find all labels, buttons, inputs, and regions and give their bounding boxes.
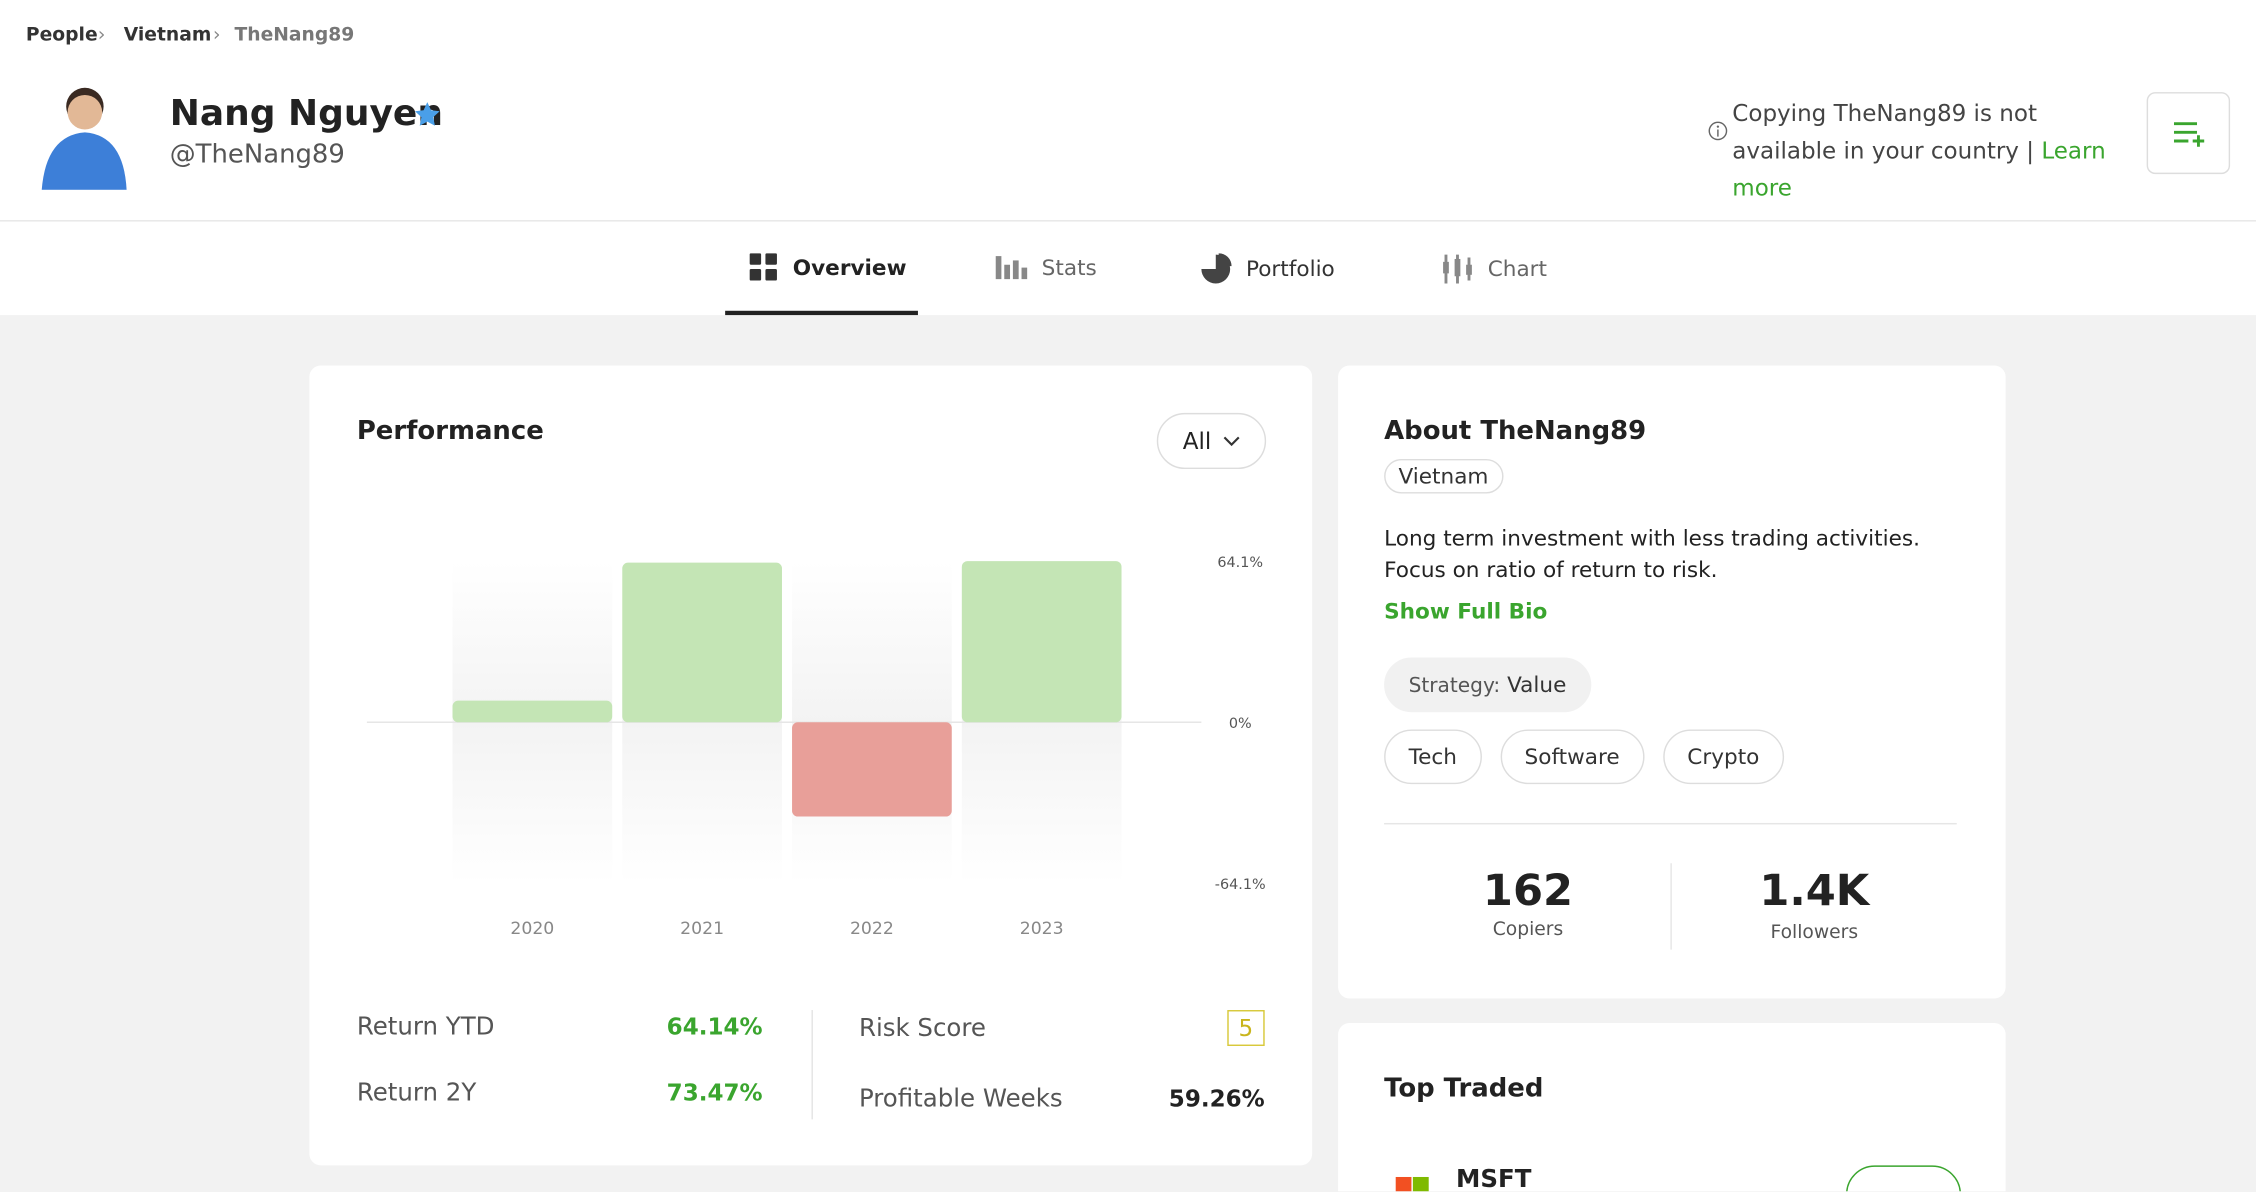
country-tag: Vietnam [1384, 458, 1503, 494]
period-dropdown[interactable]: All [1156, 412, 1267, 470]
tab-icon [749, 253, 777, 281]
bar-background [452, 722, 613, 884]
performance-chart: -64.1% 0% 64.1% 2020 2021 2022 2023 [366, 555, 1266, 939]
msft-logo [1395, 1176, 1429, 1192]
breadcrumb-link[interactable]: People [25, 24, 98, 47]
tag[interactable]: Tech [1384, 729, 1482, 785]
tab-underline [725, 310, 918, 316]
stat-value: 64.14% [666, 1012, 763, 1041]
chevron: › [97, 24, 106, 47]
bar-background [622, 722, 782, 884]
strategy-chip: Strategy: Value [1384, 657, 1591, 713]
bar-background [452, 561, 613, 723]
chevron-down [1223, 435, 1240, 446]
tag[interactable]: Software [1500, 729, 1645, 785]
divider [811, 1010, 813, 1120]
stat-row: Return YTD 64.14% [357, 1013, 763, 1042]
notice-text: Copying TheNang89 is not available in yo… [1732, 99, 2037, 165]
avatar [41, 87, 127, 190]
strategy-value: Value [1507, 671, 1567, 698]
stat-row: Risk Score 5 [859, 1010, 1265, 1046]
stat-caption: Copiers [1492, 919, 1564, 941]
profile-name: Nang Nguyen [169, 92, 443, 134]
instrument-symbol[interactable]: MSFT [1456, 1165, 1532, 1192]
card-title: Top Traded [1384, 1073, 1544, 1104]
stat-value: 73.47% [666, 1079, 763, 1107]
tab-label: Chart [1487, 256, 1548, 283]
x-tick-label: 2023 [1020, 919, 1064, 939]
chevron: › [212, 24, 221, 47]
bar [961, 561, 1122, 723]
copy-notice: Copying TheNang89 is not available in yo… [1732, 95, 2128, 207]
stat-number: 162 [1482, 866, 1574, 917]
watchlist-icon [2173, 122, 2205, 147]
tab-label: Portfolio [1245, 256, 1335, 283]
tag[interactable]: Crypto [1662, 729, 1784, 785]
y-tick-label: -64.1% [1215, 877, 1266, 893]
risk-score: 5 [1227, 1010, 1265, 1046]
tab-icon [1201, 253, 1232, 284]
period-value: All [1182, 427, 1212, 455]
tab[interactable]: Overview [749, 253, 907, 282]
followers-stat: 1.4K Followers [1728, 866, 1901, 944]
stat-value: 59.26% [1168, 1084, 1265, 1113]
stat-label: Return 2Y [356, 1079, 477, 1108]
trade-button[interactable] [1845, 1165, 1962, 1192]
copiers-stat: 162 Copiers [1442, 866, 1615, 941]
stat-caption: Followers [1770, 922, 1859, 944]
stat-label: Profitable Weeks [858, 1084, 1063, 1114]
breadcrumb-link[interactable]: Vietnam [123, 24, 212, 47]
star-icon[interactable] [413, 101, 442, 130]
bio: Long term investment with less trading a… [1384, 525, 1920, 583]
info-icon [1708, 121, 1728, 141]
x-tick-label: 2022 [850, 919, 894, 939]
x-tick-label: 2021 [680, 919, 724, 939]
tab-label: Overview [792, 254, 907, 281]
stat-label: Risk Score [858, 1013, 986, 1043]
tab-icon [995, 256, 1028, 280]
bar [622, 562, 782, 723]
show-bio-link[interactable]: Show Full Bio [1384, 598, 1548, 625]
stat-number: 1.4K [1759, 866, 1870, 917]
tab-icon [1443, 254, 1472, 284]
breadcrumb-current: TheNang89 [234, 24, 355, 47]
y-tick-label: 0% [1229, 716, 1252, 732]
card-title: Performance [356, 415, 544, 447]
divider [1384, 822, 1957, 825]
watchlist-button[interactable] [2146, 92, 2231, 175]
x-tick-label: 2020 [510, 919, 554, 939]
card-title: About TheNang89 [1384, 415, 1647, 447]
learn-more-link[interactable]: Learn more [1732, 136, 2106, 202]
top-traded-card [1338, 1022, 2006, 1192]
bar [792, 722, 952, 817]
tab-bar [0, 221, 2256, 316]
bar-background [961, 722, 1122, 884]
stat-row: Profitable Weeks 59.26% [859, 1085, 1265, 1114]
tag-list: Tech Software Crypto [1384, 729, 1784, 785]
tab[interactable]: Chart [1442, 253, 1547, 285]
tab[interactable]: Portfolio [1200, 253, 1335, 285]
header [0, 0, 2256, 222]
tab-label: Stats [1041, 254, 1097, 281]
y-tick-label: 64.1% [1217, 555, 1263, 571]
divider [1670, 863, 1672, 950]
tab[interactable]: Stats [995, 253, 1097, 282]
strategy-label: Strategy: [1408, 674, 1501, 698]
bar-background [792, 561, 952, 723]
stat-row: Return 2Y 73.47% [357, 1079, 763, 1108]
stat-label: Return YTD [356, 1012, 495, 1042]
bar [452, 700, 613, 723]
profile-handle: @TheNang89 [169, 139, 345, 170]
